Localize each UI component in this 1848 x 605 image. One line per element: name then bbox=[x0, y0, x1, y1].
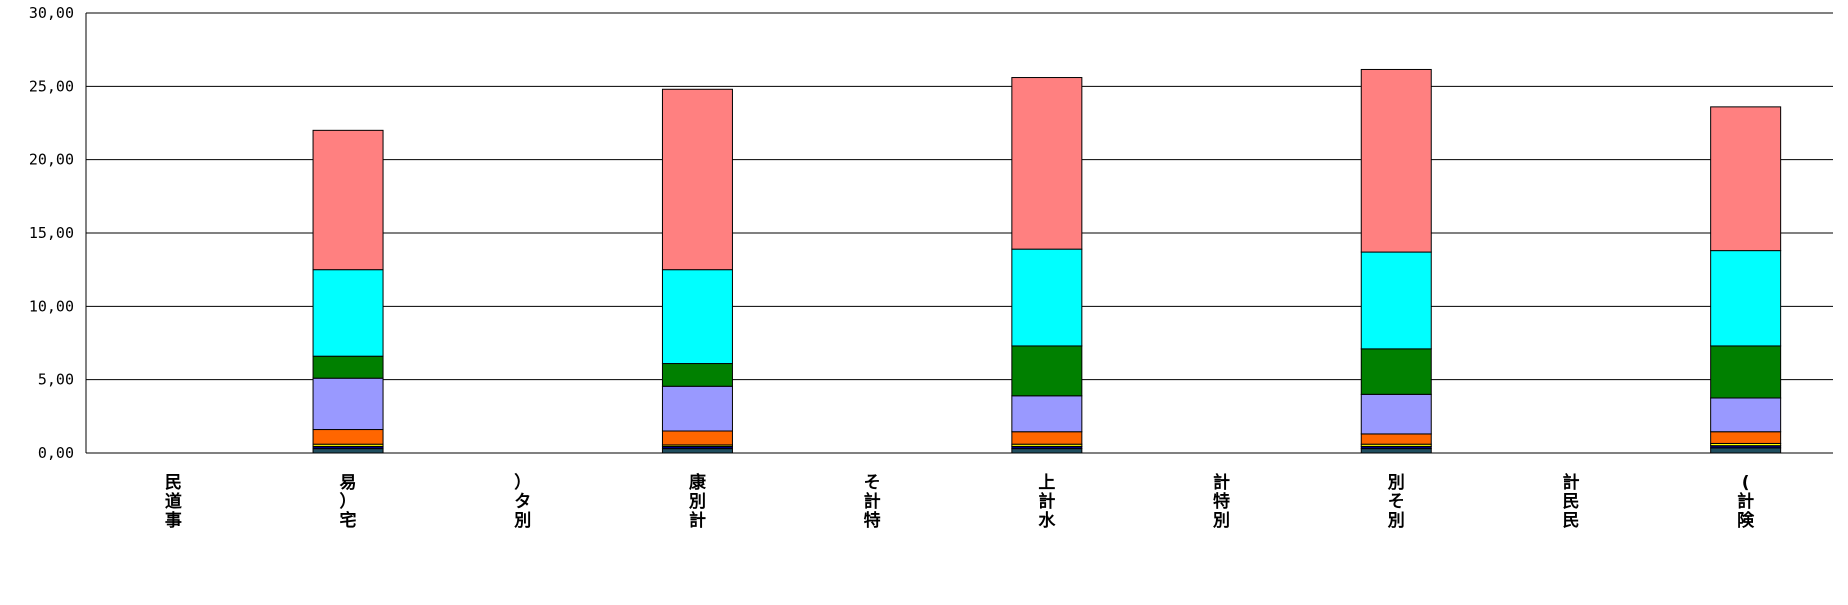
x-axis-category-labels: 民道事 易）宅 ）タ別 康別計 そ計特 上計水 計特別 別そ別 計民民 (計険 bbox=[165, 472, 1755, 531]
x-category-label: ）タ別 bbox=[513, 472, 531, 531]
y-tick-label: 25,00 bbox=[29, 77, 74, 95]
x-category-label: 上計水 bbox=[1038, 473, 1056, 531]
bar-segment bbox=[1360, 393, 1432, 435]
bar-segment bbox=[661, 363, 733, 387]
x-category-label: そ計特 bbox=[864, 473, 881, 531]
y-tick-label: 15,00 bbox=[29, 224, 74, 242]
bar-segment bbox=[312, 129, 384, 271]
bar-segment bbox=[1710, 250, 1782, 347]
bar-segment bbox=[1011, 248, 1083, 347]
bar-segment bbox=[661, 448, 733, 454]
bar-segment bbox=[1360, 448, 1432, 454]
bar-segment bbox=[1011, 431, 1083, 445]
bar-segment bbox=[661, 430, 733, 446]
bar-segment bbox=[1710, 447, 1782, 454]
bar-segment bbox=[661, 385, 733, 432]
bar-segment bbox=[1360, 68, 1432, 253]
bar-segment bbox=[1710, 345, 1782, 399]
bar-segment bbox=[1011, 77, 1083, 250]
x-category-label: 康別計 bbox=[688, 472, 707, 531]
y-tick-label: 30,00 bbox=[29, 4, 74, 22]
bar-segment bbox=[312, 377, 384, 431]
bar-stacks bbox=[312, 68, 1782, 454]
y-tick-label: 5,00 bbox=[38, 371, 74, 389]
x-category-label: 別そ別 bbox=[1387, 473, 1405, 531]
bar-segment bbox=[1360, 433, 1432, 445]
y-tick-label: 0,00 bbox=[38, 444, 74, 462]
bar-segment bbox=[1710, 397, 1782, 433]
bar-segment bbox=[1360, 251, 1432, 350]
bar-segment bbox=[312, 269, 384, 357]
y-tick-label: 10,00 bbox=[29, 297, 74, 315]
bar-segment bbox=[1360, 348, 1432, 395]
y-axis-tick-labels: 0,00 5,00 10,00 15,00 20,00 25,00 30,00 bbox=[29, 4, 74, 462]
bar-segment bbox=[1011, 395, 1083, 433]
x-category-label: 計民民 bbox=[1562, 472, 1579, 531]
x-category-label: (計険 bbox=[1737, 473, 1755, 531]
y-tick-label: 20,00 bbox=[29, 151, 74, 169]
bar-segment bbox=[661, 269, 733, 365]
bar-segment bbox=[312, 355, 384, 379]
bar-segment bbox=[312, 448, 384, 454]
x-category-label: 計特別 bbox=[1212, 472, 1230, 531]
bar-segment bbox=[312, 429, 384, 445]
bar-segment bbox=[1710, 106, 1782, 252]
bar-segment bbox=[1011, 345, 1083, 397]
bar-segment bbox=[661, 88, 733, 271]
x-category-label: 易）宅 bbox=[340, 473, 357, 531]
x-category-label: 民道事 bbox=[165, 473, 182, 531]
bar-segment bbox=[1710, 431, 1782, 444]
bar-segment bbox=[1011, 448, 1083, 454]
